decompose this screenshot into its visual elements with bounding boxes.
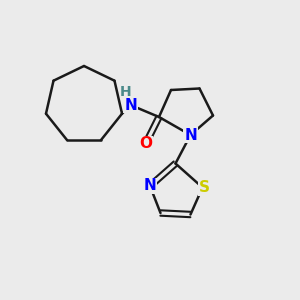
Text: S: S	[199, 180, 209, 195]
Text: H: H	[119, 85, 131, 99]
Text: O: O	[139, 136, 152, 152]
Text: N: N	[184, 128, 197, 142]
Text: N: N	[124, 98, 137, 112]
Text: N: N	[144, 178, 156, 194]
